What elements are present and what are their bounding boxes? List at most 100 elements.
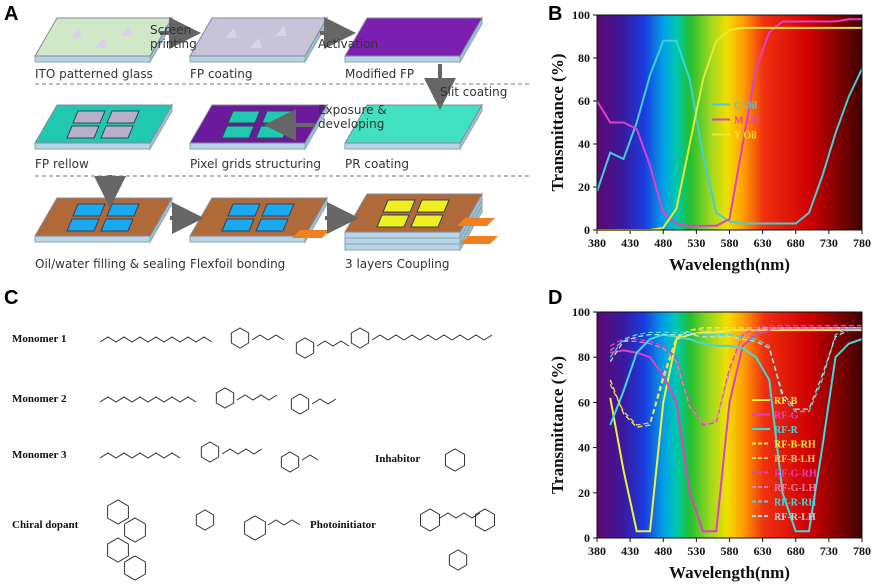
- step-label: ITO patterned glass: [35, 67, 153, 81]
- step-label: FP coating: [190, 67, 253, 81]
- pattern: [250, 38, 262, 48]
- glass-side: [344, 231, 461, 239]
- x-tick-label: 430: [621, 544, 639, 558]
- chain: [311, 398, 337, 405]
- y-axis-title: Transmittance (%): [548, 53, 567, 191]
- chemical-label: Monomer 1: [12, 333, 66, 345]
- pixel-cell: [261, 203, 295, 217]
- arrow-label: Screen: [150, 23, 191, 37]
- flexfoil: [292, 230, 330, 238]
- chain: [99, 336, 213, 343]
- panel-label: A: [4, 3, 18, 25]
- series-line: [609, 329, 862, 410]
- ring: [448, 549, 468, 571]
- chain: [251, 334, 285, 341]
- step-label: Flexfoil bonding: [190, 257, 285, 271]
- plot-frame: [596, 14, 863, 231]
- y-tick-label: 20: [578, 180, 590, 194]
- legend-label: RF-B-LH: [774, 454, 815, 465]
- process-diagram: ITO patterned glass FP coating Modified FP…: [34, 16, 530, 271]
- legend-label: M Oil: [734, 116, 759, 127]
- legend-label: RF-R-LH: [774, 512, 816, 523]
- chain: [316, 340, 350, 347]
- ring: [295, 337, 315, 359]
- pixel-cell: [410, 214, 444, 228]
- x-tick-label: 630: [754, 544, 772, 558]
- chemical-label: Photoinitiator: [310, 519, 376, 531]
- chain: [99, 452, 181, 459]
- legend-label: RF-B: [774, 396, 798, 407]
- x-tick-label: 730: [820, 544, 838, 558]
- pixel-cell: [100, 218, 134, 232]
- legend-label: RF-G: [774, 411, 799, 422]
- step-label: FP rellow: [35, 157, 89, 171]
- x-tick-label: 630: [754, 236, 772, 250]
- x-tick-label: 780: [853, 544, 871, 558]
- layer-top: [189, 17, 328, 57]
- legend-label: RF-B-RH: [774, 440, 816, 451]
- panel-label: D: [548, 287, 562, 309]
- series-line: [596, 39, 863, 225]
- step-label: 3 layers Coupling: [345, 257, 449, 271]
- x-tick-label: 580: [721, 544, 739, 558]
- step-label: Pixel grids structuring: [190, 157, 321, 171]
- pixel-cell: [376, 214, 410, 228]
- pixel-cell: [72, 110, 106, 124]
- legend-label: RF-R: [774, 425, 799, 436]
- chemical-label: Monomer 3: [12, 449, 67, 461]
- legend-label: RF-G-RH: [774, 469, 817, 480]
- pixel-cell: [416, 199, 450, 213]
- y-axis-title: Transmittance (%): [548, 356, 567, 494]
- pixel-cell: [66, 218, 100, 232]
- ring: [124, 517, 146, 543]
- pixel-cell: [261, 110, 295, 124]
- arrow-label: printing: [150, 37, 197, 51]
- pixel-cell: [72, 203, 106, 217]
- y-tick-label: 40: [578, 441, 590, 455]
- pattern: [120, 26, 132, 36]
- glass-side: [189, 55, 306, 63]
- x-tick-label: 530: [687, 236, 705, 250]
- ring: [280, 451, 300, 473]
- pixel-cell: [221, 125, 255, 139]
- x-axis-title: Wavelength(nm): [669, 255, 790, 274]
- ring: [195, 509, 215, 531]
- series-line: [609, 333, 863, 533]
- glass-side: [34, 55, 151, 63]
- chemical-structures: [99, 327, 496, 581]
- chemical-label: Inhabitor: [375, 453, 420, 465]
- x-axis-title: Wavelength(nm): [669, 563, 790, 582]
- chain: [99, 396, 197, 403]
- glass-side: [344, 55, 461, 63]
- x-tick-label: 530: [687, 544, 705, 558]
- y-tick-label: 60: [578, 395, 590, 409]
- y-tick-label: 40: [578, 137, 590, 151]
- y-tick-label: 100: [572, 305, 590, 319]
- glass-side: [344, 243, 461, 251]
- series-line: [609, 327, 862, 413]
- x-tick-label: 380: [588, 544, 606, 558]
- chain: [439, 512, 481, 519]
- step-label: Oil/water filling & sealing: [35, 257, 186, 271]
- chain: [236, 394, 278, 401]
- y-tick-label: 80: [578, 350, 590, 364]
- ring: [107, 499, 129, 525]
- chemical-label: Chiral dopant: [12, 519, 79, 531]
- ring: [124, 555, 146, 581]
- glass-side: [34, 235, 151, 243]
- pattern: [70, 28, 82, 38]
- legend-label: C Oil: [734, 101, 757, 112]
- pattern: [95, 38, 107, 48]
- flexfoil: [457, 218, 495, 226]
- ring: [244, 515, 266, 541]
- chain: [301, 454, 319, 461]
- pattern: [225, 28, 237, 38]
- chain: [371, 334, 493, 341]
- plot-frame: [596, 311, 863, 539]
- series-line: [596, 18, 862, 227]
- ring: [107, 537, 129, 563]
- layer-top: [34, 17, 173, 57]
- pixel-cell: [106, 110, 140, 124]
- ring: [474, 508, 496, 532]
